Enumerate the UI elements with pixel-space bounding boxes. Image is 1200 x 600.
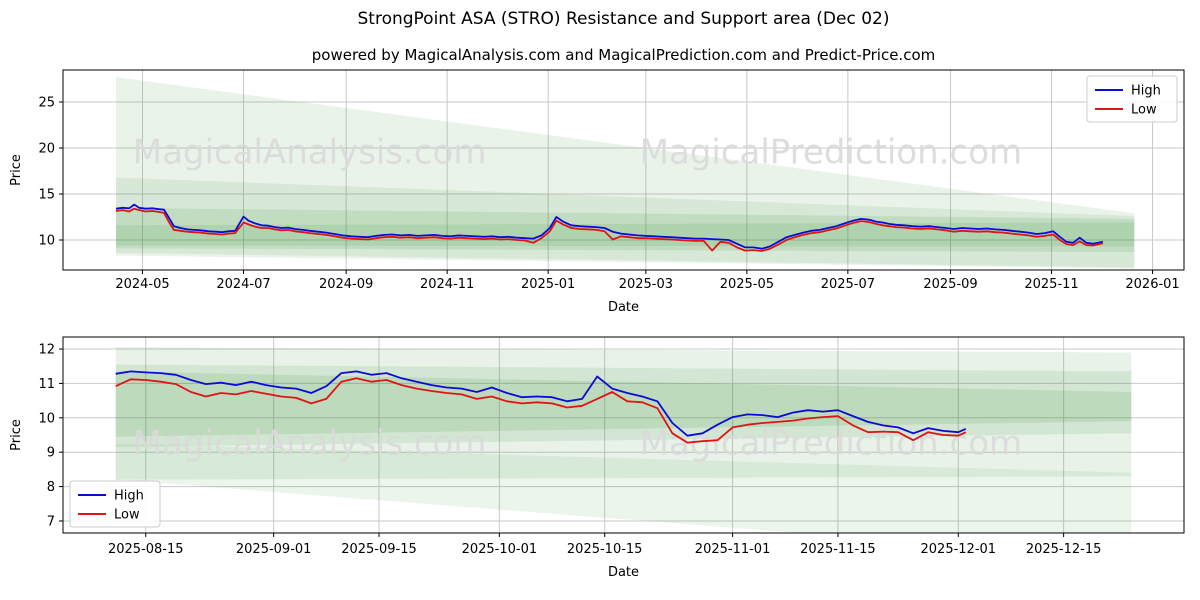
- svg-text:2024-05: 2024-05: [115, 277, 169, 292]
- chart-subtitle: powered by MagicalAnalysis.com and Magic…: [311, 46, 936, 64]
- gridlines: [63, 337, 1184, 533]
- svg-text:2025-08-15: 2025-08-15: [108, 542, 184, 557]
- price-chart-bottom: MagicalAnalysis.com MagicalPrediction.com…: [9, 336, 1185, 580]
- y-axis-label: Price: [9, 419, 24, 451]
- svg-text:2024-07: 2024-07: [216, 277, 270, 292]
- legend-low-label: Low: [1131, 103, 1157, 118]
- svg-text:2025-11: 2025-11: [1024, 277, 1078, 292]
- legend: High Low: [69, 480, 161, 528]
- svg-text:2024-09: 2024-09: [319, 277, 373, 292]
- x-axis-label: Date: [608, 565, 639, 580]
- svg-text:12: 12: [38, 343, 55, 358]
- svg-text:7: 7: [47, 514, 55, 529]
- svg-text:2025-12-01: 2025-12-01: [921, 542, 997, 557]
- price-chart-top: MagicalAnalysis.com MagicalPrediction.com…: [9, 69, 1185, 315]
- svg-text:2025-09: 2025-09: [923, 277, 977, 292]
- svg-text:2025-12-15: 2025-12-15: [1026, 542, 1102, 557]
- support-resistance-bands: [116, 77, 1135, 269]
- svg-text:15: 15: [38, 188, 55, 203]
- plot-frame: [62, 336, 1185, 534]
- x-axis: 2025-08-15 2025-09-01 2025-09-15 2025-10-01…: [108, 533, 1101, 557]
- legend-low-label: Low: [114, 508, 140, 523]
- legend: High Low: [1086, 75, 1178, 123]
- svg-text:2025-11-01: 2025-11-01: [695, 542, 771, 557]
- svg-text:2025-07: 2025-07: [821, 277, 875, 292]
- legend-high-label: High: [1131, 84, 1161, 99]
- chart-title: StrongPoint ASA (STRO) Resistance and Su…: [357, 9, 890, 29]
- svg-text:11: 11: [38, 377, 55, 392]
- watermark: MagicalAnalysis.com MagicalPrediction.com: [133, 133, 1022, 173]
- svg-text:MagicalPrediction.com: MagicalPrediction.com: [640, 133, 1023, 173]
- svg-text:20: 20: [38, 142, 55, 157]
- svg-text:2026-01: 2026-01: [1125, 277, 1179, 292]
- y-axis: 10 15 20 25: [38, 96, 63, 249]
- svg-text:2025-09-15: 2025-09-15: [341, 542, 417, 557]
- svg-text:8: 8: [47, 480, 55, 495]
- svg-text:2025-10-15: 2025-10-15: [567, 542, 643, 557]
- svg-text:MagicalAnalysis.com: MagicalAnalysis.com: [133, 133, 487, 173]
- y-axis: 7 8 9 10 11 12: [38, 343, 63, 529]
- svg-text:25: 25: [38, 96, 55, 111]
- svg-text:2025-01: 2025-01: [521, 277, 575, 292]
- y-axis-label: Price: [9, 154, 24, 186]
- low-line: [115, 207, 1104, 252]
- svg-text:MagicalPrediction.com: MagicalPrediction.com: [640, 423, 1023, 463]
- svg-text:2025-05: 2025-05: [720, 277, 774, 292]
- x-axis: 2024-05 2024-07 2024-09 2024-11 2025-01 2025-…: [115, 270, 1180, 292]
- watermark: MagicalAnalysis.com MagicalPrediction.com: [133, 423, 1022, 463]
- svg-text:MagicalAnalysis.com: MagicalAnalysis.com: [133, 423, 487, 463]
- high-line: [115, 370, 967, 437]
- legend-high-label: High: [114, 489, 144, 504]
- low-line: [115, 377, 967, 444]
- svg-text:2025-09-01: 2025-09-01: [236, 542, 312, 557]
- svg-text:2025-03: 2025-03: [619, 277, 673, 292]
- high-line: [115, 203, 1104, 250]
- x-axis-label: Date: [608, 300, 639, 315]
- plot-frame: [62, 69, 1185, 271]
- svg-text:10: 10: [38, 411, 55, 426]
- svg-text:10: 10: [38, 234, 55, 249]
- svg-text:9: 9: [47, 446, 55, 461]
- svg-text:2025-10-01: 2025-10-01: [462, 542, 538, 557]
- svg-text:2024-11: 2024-11: [420, 277, 474, 292]
- svg-text:2025-11-15: 2025-11-15: [800, 542, 876, 557]
